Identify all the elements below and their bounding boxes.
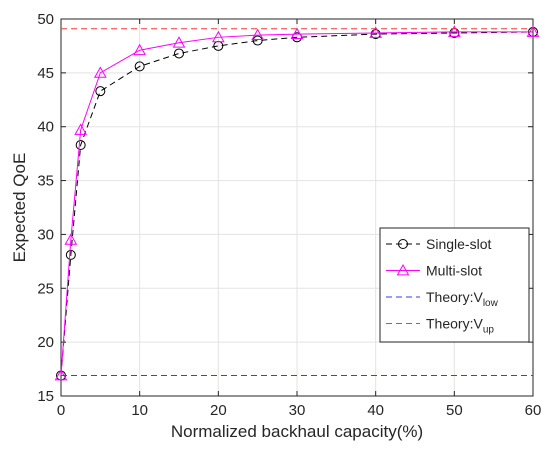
data-point — [526, 25, 540, 37]
data-point — [64, 233, 78, 245]
data-point — [290, 27, 304, 39]
data-point — [369, 26, 383, 38]
legend-entry: Multi-slot — [386, 263, 482, 279]
data-point — [211, 30, 225, 43]
x-tick-label: 50 — [446, 402, 463, 419]
x-tick-label: 20 — [210, 402, 227, 419]
grid — [60, 18, 534, 397]
y-tick-label: 40 — [37, 119, 54, 136]
y-tick-label: 20 — [37, 334, 54, 351]
data-point — [252, 35, 263, 46]
x-tick-label: 30 — [289, 402, 306, 419]
legend-label: Theory:Vlow — [426, 289, 499, 309]
legend-label-subscript: low — [483, 298, 499, 309]
data-point — [174, 48, 184, 59]
legend: Single-slot Multi-slot Theory:Vlow Theory:V… — [379, 227, 530, 343]
data-point — [74, 123, 88, 135]
x-tick-label: 60 — [525, 402, 542, 419]
legend-entry: Theory:Vup — [386, 316, 494, 336]
legend-label-subscript: up — [483, 325, 495, 336]
legend-box — [379, 227, 530, 343]
data-point — [251, 28, 265, 41]
series-1 — [54, 25, 540, 381]
y-tick-label: 25 — [37, 280, 54, 297]
data-point — [75, 140, 86, 151]
data-point — [370, 29, 381, 40]
series-line — [60, 31, 533, 376]
x-tick-label: 40 — [367, 402, 384, 419]
legend-label: Theory:Vup — [426, 316, 494, 336]
series-line — [60, 31, 534, 376]
series-group — [54, 25, 540, 381]
x-tick-label: 0 — [57, 402, 65, 419]
data-point — [65, 249, 76, 260]
data-point — [134, 61, 145, 72]
data-point — [447, 25, 461, 37]
x-tick-label: 10 — [131, 402, 148, 419]
data-point — [95, 86, 106, 97]
y-axis-label: Expected QoE — [10, 153, 29, 263]
data-point — [93, 66, 107, 78]
data-point — [172, 36, 186, 48]
y-tick-label: 35 — [37, 173, 54, 190]
legend-entry: Single-slot — [386, 236, 491, 252]
legend-label: Multi-slot — [426, 263, 482, 279]
y-tick-label: 50 — [37, 11, 54, 28]
data-point — [54, 369, 68, 381]
data-point — [133, 43, 147, 56]
legend-entry: Theory:Vlow — [386, 289, 499, 309]
y-tick-label: 15 — [37, 388, 54, 405]
axes: 0 10 20 30 40 50 60 15 20 25 30 35 40 45 50 — [37, 11, 541, 419]
legend-label: Single-slot — [426, 236, 491, 252]
y-tick-label: 30 — [37, 226, 54, 243]
x-axis-label: Normalized backhaul capacity(%) — [171, 422, 423, 441]
y-tick-label: 45 — [37, 65, 54, 82]
legend-marker — [396, 263, 410, 276]
legend-marker — [398, 239, 408, 249]
